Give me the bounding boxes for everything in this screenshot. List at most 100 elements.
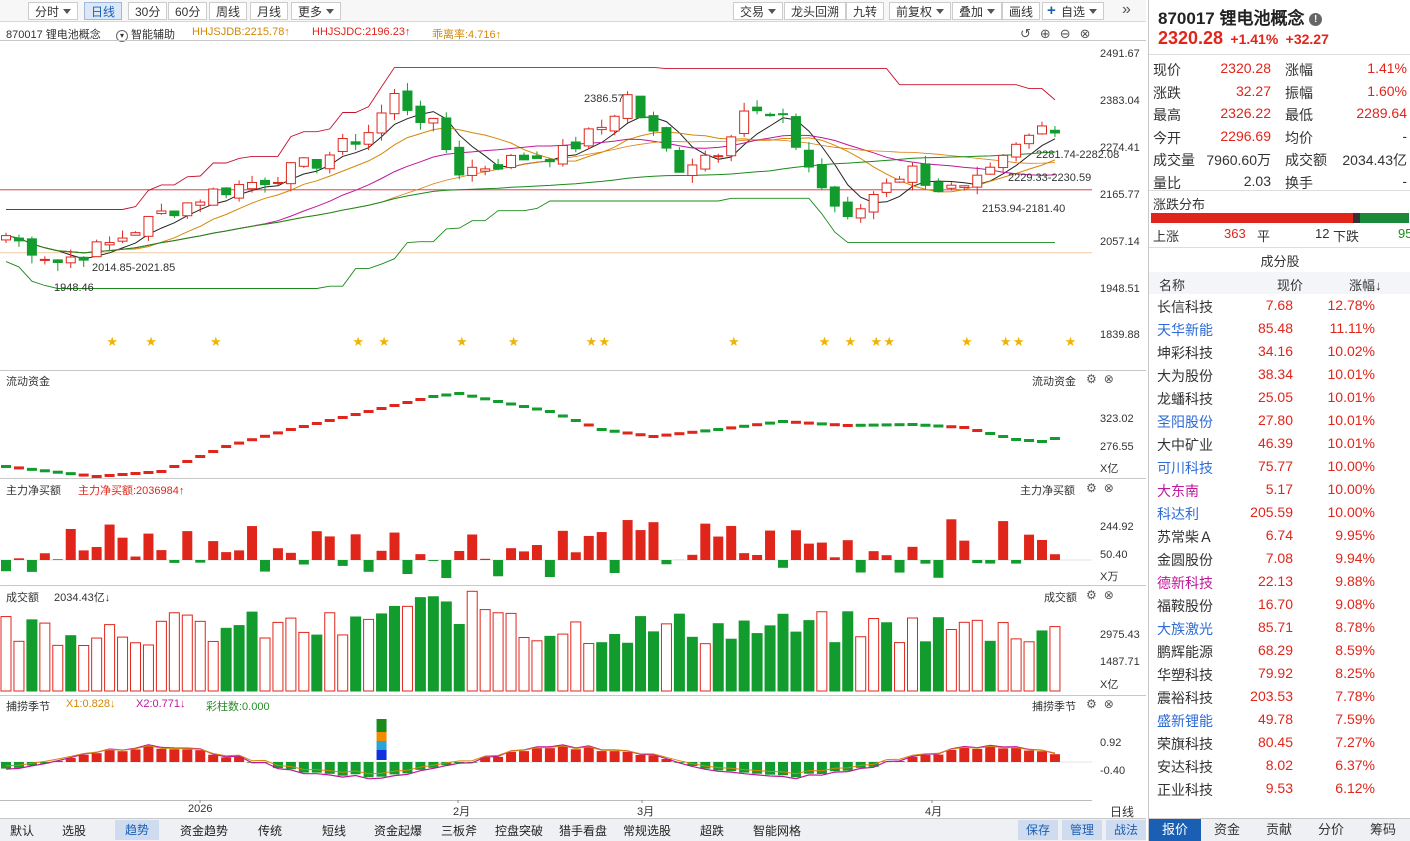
trade-button[interactable]: 交易 <box>733 2 784 20</box>
list-item[interactable]: 大为股份 38.34 10.01% <box>1149 363 1410 386</box>
leader-review-button[interactable]: 龙头回溯 <box>784 2 847 20</box>
list-item[interactable]: 龙蟠科技 25.05 10.01% <box>1149 386 1410 409</box>
ma20-line <box>5 134 1056 254</box>
col-price[interactable]: 现价 <box>1277 278 1304 293</box>
period-monthly[interactable]: 月线 <box>250 2 289 20</box>
list-item[interactable]: 金圆股份 7.08 9.94% <box>1149 547 1410 570</box>
list-item[interactable]: 大族激光 85.71 8.78% <box>1149 616 1410 639</box>
list-item[interactable]: 坤彩科技 34.16 10.02% <box>1149 340 1410 363</box>
nine-turn-button[interactable]: 九转 <box>846 2 885 20</box>
flow-segment <box>117 473 128 476</box>
cap-bar <box>1 762 11 769</box>
flow-segment <box>389 404 400 407</box>
volume-bar <box>272 621 284 692</box>
period-fenshi[interactable]: 分时 <box>28 2 79 20</box>
volume-bar <box>531 640 543 692</box>
stock-price: 9.53 <box>1265 780 1293 796</box>
list-item[interactable]: 德新科技 22.13 9.88% <box>1149 570 1410 593</box>
quote-label: 成交额 <box>1285 152 1327 168</box>
list-item[interactable]: 华塑科技 79.92 8.25% <box>1149 662 1410 685</box>
list-item[interactable]: 安达科技 8.02 6.37% <box>1149 754 1410 777</box>
candle-body <box>182 202 193 217</box>
period-30min[interactable]: 30分 <box>128 2 168 20</box>
list-item[interactable]: 福鞍股份 16.70 9.08% <box>1149 593 1410 616</box>
collapse-icon[interactable]: » <box>1122 1 1131 18</box>
net-bar <box>195 560 206 563</box>
net-bar <box>13 558 24 560</box>
list-item[interactable]: 长信科技 7.68 12.78% <box>1149 294 1410 317</box>
list-item[interactable]: 圣阳股份 27.80 10.01% <box>1149 409 1410 432</box>
smart-assist[interactable]: ▾ 智能辅助 <box>116 26 175 42</box>
tab-control-break[interactable]: 控盘突破 <box>495 824 544 838</box>
volume-bar <box>829 642 841 692</box>
tab-three-axes[interactable]: 三板斧 <box>441 824 478 838</box>
candle-body <box>959 185 970 188</box>
cap-bar <box>907 756 918 762</box>
star-icon: ★ <box>1000 334 1012 349</box>
tab-short[interactable]: 短线 <box>322 824 347 838</box>
tab-contribution[interactable]: 贡献 <box>1265 822 1292 837</box>
info-icon[interactable]: ! <box>1309 13 1323 26</box>
tab-oversold[interactable]: 超跌 <box>700 824 725 838</box>
stock-name: 苏常柴Ａ <box>1157 529 1213 545</box>
quote-label: 今开 <box>1153 129 1181 146</box>
list-item[interactable]: 科达利 205.59 10.00% <box>1149 501 1410 524</box>
overlay-button[interactable]: 叠加 <box>952 2 1003 20</box>
gear-icon[interactable]: ⚙⊗ <box>1086 588 1121 602</box>
list-item[interactable]: 荣旗科技 80.45 7.27% <box>1149 731 1410 754</box>
star-icon: ★ <box>145 334 157 349</box>
stock-change: 10.00% <box>1327 458 1375 474</box>
list-item[interactable]: 鹏辉能源 68.29 8.59% <box>1149 639 1410 662</box>
quote-label: 量比 <box>1153 174 1181 191</box>
period-more[interactable]: 更多 <box>291 2 342 20</box>
gear-icon[interactable]: ⚙⊗ <box>1086 481 1121 495</box>
quote-price-line: 2320.28 +1.41% +32.27 <box>1158 28 1329 49</box>
volume-bar <box>945 629 957 692</box>
x-mode[interactable]: 日线 <box>1110 805 1135 819</box>
gear-icon[interactable]: ⚙⊗ <box>1086 372 1121 386</box>
tab-trend[interactable]: 趋势 <box>115 820 160 840</box>
period-60min[interactable]: 60分 <box>168 2 208 20</box>
tab-smart-grid[interactable]: 智能网格 <box>753 824 802 838</box>
period-weekly[interactable]: 周线 <box>209 2 248 20</box>
tab-default[interactable]: 默认 <box>10 824 35 838</box>
net-bar <box>557 530 568 560</box>
watchlist-button[interactable]: + 自选 <box>1042 2 1105 20</box>
list-item[interactable]: 盛新锂能 49.78 7.59% <box>1149 708 1410 731</box>
volume-bar <box>117 636 129 692</box>
flow-segment <box>752 423 763 427</box>
tab-capital-trend[interactable]: 资金趋势 <box>180 824 229 838</box>
tab-regular-pick[interactable]: 常规选股 <box>623 824 672 838</box>
manage-button[interactable]: 管理 <box>1062 820 1103 840</box>
period-daily[interactable]: 日线 <box>84 2 123 20</box>
volume-bar <box>39 622 51 692</box>
adjust-button[interactable]: 前复权 <box>889 2 952 20</box>
net-bar <box>272 548 283 560</box>
list-item[interactable]: 正业科技 9.53 6.12% <box>1149 777 1410 800</box>
list-item[interactable]: 大东南 5.17 10.00% <box>1149 478 1410 501</box>
save-button[interactable]: 保存 <box>1018 820 1059 840</box>
tab-stock-pick[interactable]: 选股 <box>62 824 87 838</box>
list-item[interactable]: 天华新能 85.48 11.11% <box>1149 317 1410 340</box>
list-item[interactable]: 震裕科技 203.53 7.78% <box>1149 685 1410 708</box>
tab-capital-burst[interactable]: 资金起爆 <box>374 824 423 838</box>
star-icon: ★ <box>1013 334 1025 349</box>
tab-classic[interactable]: 传统 <box>258 824 283 838</box>
col-change[interactable]: 涨幅↓ <box>1349 278 1382 293</box>
volume-bar <box>725 638 737 692</box>
chart-controls[interactable]: ↺⊕⊖⊗ <box>1020 26 1100 41</box>
cap-bar <box>583 747 594 762</box>
col-name[interactable]: 名称 <box>1159 278 1186 293</box>
strategy-button[interactable]: 战法 <box>1106 820 1147 840</box>
list-item[interactable]: 苏常柴Ａ 6.74 9.95% <box>1149 524 1410 547</box>
tab-hunter[interactable]: 猎手看盘 <box>559 824 608 838</box>
list-item[interactable]: 大中矿业 46.39 10.01% <box>1149 432 1410 455</box>
tab-chips[interactable]: 筹码 <box>1369 822 1396 837</box>
tab-quote[interactable]: 报价 <box>1149 819 1201 841</box>
list-item[interactable]: 可川科技 75.77 10.00% <box>1149 455 1410 478</box>
gear-icon[interactable]: ⚙⊗ <box>1086 697 1121 711</box>
draw-button[interactable]: 画线 <box>1002 2 1041 20</box>
tab-price-dist[interactable]: 分价 <box>1317 822 1344 837</box>
tab-capital[interactable]: 资金 <box>1213 822 1240 837</box>
candlestick-chart[interactable]: ★ ★ ★ ★ ★ ★ ★ ★ ★ ★ ★ ★ ★ ★ ★ ★ ★ ★ <box>0 40 1146 370</box>
